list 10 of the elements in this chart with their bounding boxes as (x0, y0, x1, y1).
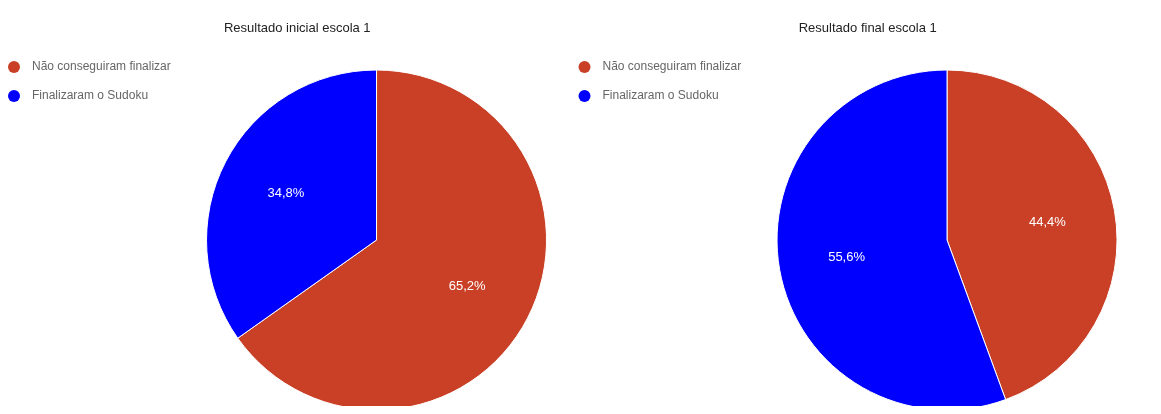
chart-title: Resultado inicial escola 1 (223, 20, 371, 35)
legend-label: Finalizaram o Sudoku (602, 88, 719, 103)
legend-label: Não conseguiram finalizar (602, 59, 742, 74)
legend-label: Não conseguiram finalizar (32, 59, 171, 74)
data-label: 55,6% (828, 249, 866, 265)
chart-title: Resultado final escola 1 (798, 20, 937, 35)
data-label: 34,8% (267, 184, 305, 200)
legend-label: Finalizaram o Sudoku (32, 88, 149, 103)
data-label: 65,2% (448, 278, 486, 294)
data-label: 44,4% (1029, 213, 1067, 229)
